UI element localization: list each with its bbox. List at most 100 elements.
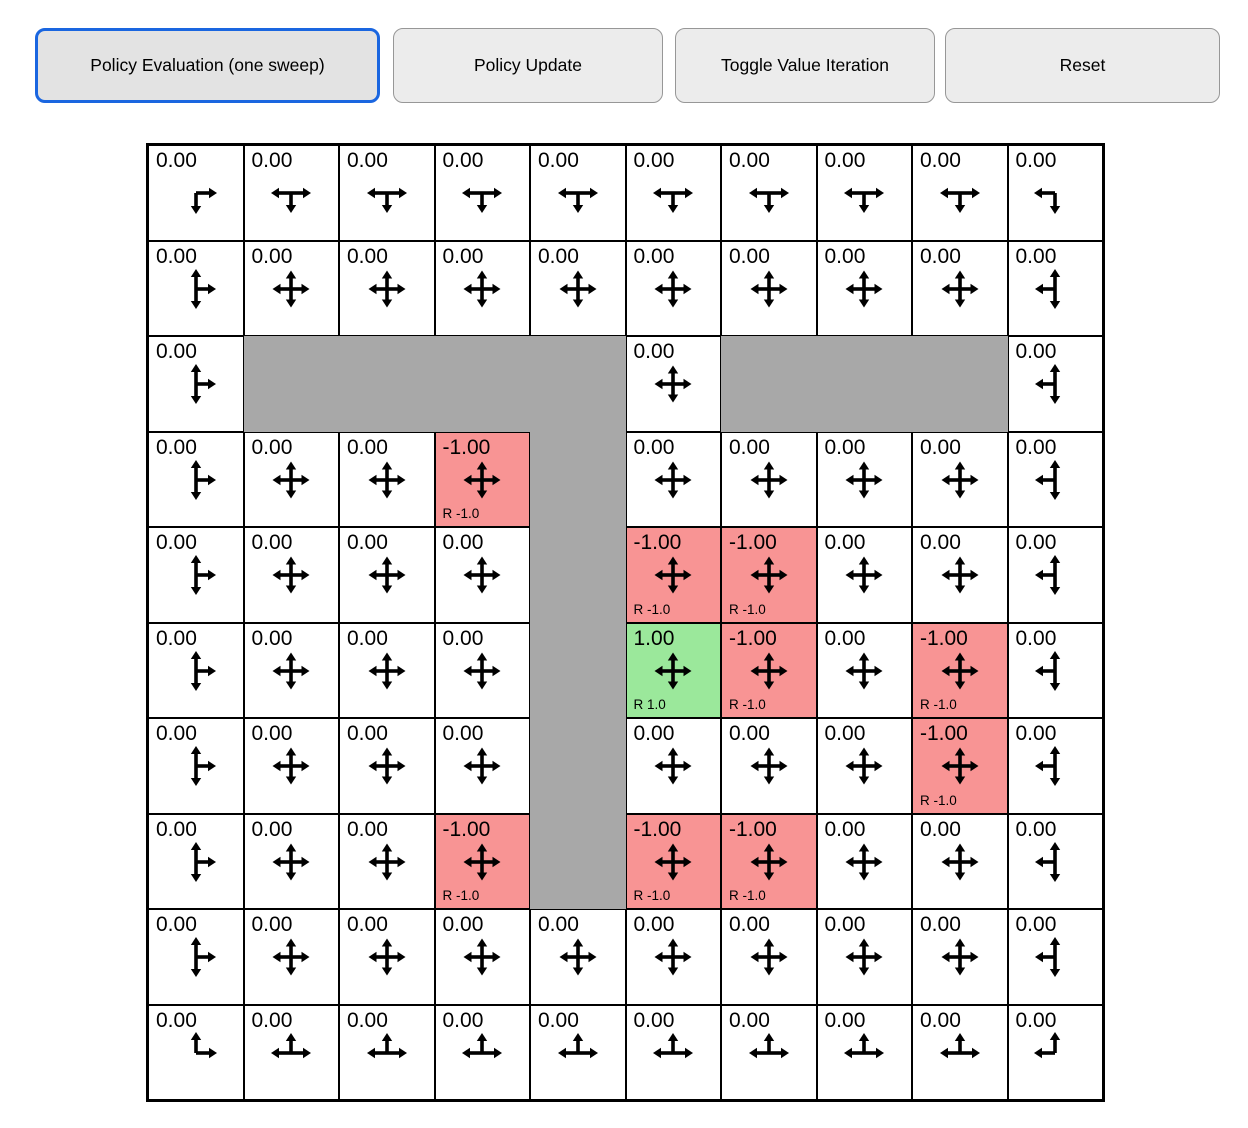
grid-cell[interactable]: 0.00 bbox=[1007, 1004, 1103, 1100]
grid-cell[interactable]: 0.00 bbox=[339, 1004, 435, 1100]
grid-cell[interactable]: 0.00 bbox=[339, 527, 435, 623]
grid-cell[interactable]: 0.00 bbox=[148, 718, 244, 814]
grid-cell[interactable]: 0.00 bbox=[1007, 145, 1103, 241]
grid-cell[interactable]: 0.00 bbox=[1007, 240, 1103, 336]
grid-cell[interactable]: -1.00 R -1.0 bbox=[434, 431, 530, 527]
grid-cell[interactable]: 0.00 bbox=[625, 1004, 721, 1100]
toggle-value-iteration-button[interactable]: Toggle Value Iteration bbox=[675, 28, 935, 103]
cell-value: 0.00 bbox=[729, 1008, 770, 1032]
grid-cell[interactable]: 0.00 bbox=[339, 718, 435, 814]
grid-cell[interactable]: 0.00 bbox=[721, 145, 817, 241]
grid-cell[interactable]: 0.00 bbox=[148, 622, 244, 718]
grid-cell[interactable]: 0.00 bbox=[912, 1004, 1008, 1100]
grid-cell[interactable]: -1.00 R -1.0 bbox=[721, 527, 817, 623]
grid-cell[interactable]: 0.00 bbox=[625, 145, 721, 241]
policy-arrows-icon bbox=[750, 843, 788, 880]
grid-cell[interactable]: 0.00 bbox=[625, 431, 721, 527]
grid-cell[interactable]: -1.00 R -1.0 bbox=[721, 813, 817, 909]
grid-cell[interactable]: 0.00 bbox=[148, 1004, 244, 1100]
grid-cell[interactable]: 0.00 bbox=[721, 240, 817, 336]
grid-cell[interactable]: 0.00 bbox=[1007, 336, 1103, 432]
grid-cell[interactable]: 0.00 bbox=[530, 909, 626, 1005]
grid-cell[interactable]: 0.00 bbox=[816, 813, 912, 909]
grid-cell[interactable]: 0.00 bbox=[530, 1004, 626, 1100]
grid-cell[interactable]: 0.00 bbox=[243, 622, 339, 718]
cell-reward-label: R -1.0 bbox=[729, 697, 766, 712]
grid-cell[interactable]: 0.00 bbox=[721, 718, 817, 814]
grid-cell[interactable]: 0.00 bbox=[1007, 527, 1103, 623]
grid-cell[interactable]: -1.00 R -1.0 bbox=[434, 813, 530, 909]
grid-cell[interactable]: 0.00 bbox=[243, 909, 339, 1005]
grid-cell[interactable]: 0.00 bbox=[339, 240, 435, 336]
grid-cell[interactable]: 0.00 bbox=[148, 336, 244, 432]
grid-cell[interactable]: 0.00 bbox=[816, 527, 912, 623]
reset-button[interactable]: Reset bbox=[945, 28, 1220, 103]
grid-cell[interactable]: 0.00 bbox=[1007, 622, 1103, 718]
grid-cell[interactable]: 0.00 bbox=[912, 813, 1008, 909]
grid-cell[interactable]: 0.00 bbox=[243, 1004, 339, 1100]
grid-cell[interactable]: 0.00 bbox=[530, 145, 626, 241]
grid-cell[interactable]: 0.00 bbox=[339, 145, 435, 241]
grid-cell[interactable]: 0.00 bbox=[148, 527, 244, 623]
cell-value: 0.00 bbox=[633, 435, 675, 459]
grid-cell[interactable]: 0.00 bbox=[816, 1004, 912, 1100]
grid-cell[interactable]: 0.00 bbox=[816, 718, 912, 814]
grid-cell[interactable]: 0.00 bbox=[912, 145, 1008, 241]
grid-cell[interactable]: 0.00 bbox=[243, 527, 339, 623]
grid-cell[interactable]: 0.00 bbox=[912, 240, 1008, 336]
grid-cell[interactable]: 0.00 bbox=[816, 431, 912, 527]
grid-cell[interactable]: 0.00 bbox=[339, 431, 435, 527]
grid-cell[interactable]: 0.00 bbox=[339, 909, 435, 1005]
grid-cell[interactable]: 1.00 R 1.0 bbox=[625, 622, 721, 718]
grid-cell-wall bbox=[530, 622, 626, 718]
grid-cell[interactable]: 0.00 bbox=[625, 240, 721, 336]
grid-cell[interactable]: 0.00 bbox=[625, 718, 721, 814]
policy-evaluation-button[interactable]: Policy Evaluation (one sweep) bbox=[35, 28, 380, 103]
grid-cell[interactable]: 0.00 bbox=[434, 145, 530, 241]
grid-cell[interactable]: 0.00 bbox=[912, 431, 1008, 527]
grid-cell[interactable]: 0.00 bbox=[243, 813, 339, 909]
grid-cell[interactable]: 0.00 bbox=[434, 240, 530, 336]
grid-cell[interactable]: 0.00 bbox=[148, 431, 244, 527]
grid-cell[interactable]: -1.00 R -1.0 bbox=[625, 813, 721, 909]
grid-cell[interactable]: 0.00 bbox=[816, 622, 912, 718]
grid-cell[interactable]: 0.00 bbox=[530, 240, 626, 336]
grid-cell[interactable]: 0.00 bbox=[434, 718, 530, 814]
grid-cell[interactable]: 0.00 bbox=[1007, 431, 1103, 527]
grid-cell[interactable]: 0.00 bbox=[816, 145, 912, 241]
grid-cell[interactable]: -1.00 R -1.0 bbox=[912, 622, 1008, 718]
grid-cell[interactable]: 0.00 bbox=[339, 813, 435, 909]
grid-cell[interactable]: 0.00 bbox=[243, 240, 339, 336]
cell-value: 0.00 bbox=[729, 149, 770, 172]
grid-cell[interactable]: 0.00 bbox=[434, 622, 530, 718]
grid-cell[interactable]: 0.00 bbox=[1007, 813, 1103, 909]
policy-update-button[interactable]: Policy Update bbox=[393, 28, 663, 103]
cell-value: 0.00 bbox=[824, 149, 866, 172]
grid-cell[interactable]: 0.00 bbox=[243, 718, 339, 814]
grid-cell[interactable]: 0.00 bbox=[1007, 718, 1103, 814]
grid-cell[interactable]: 0.00 bbox=[339, 622, 435, 718]
grid-cell[interactable]: 0.00 bbox=[434, 527, 530, 623]
grid-cell[interactable]: 0.00 bbox=[625, 909, 721, 1005]
grid-cell[interactable]: 0.00 bbox=[912, 909, 1008, 1005]
cell-value: 0.00 bbox=[1015, 149, 1057, 172]
grid-cell[interactable]: 0.00 bbox=[243, 431, 339, 527]
grid-cell[interactable]: 0.00 bbox=[816, 240, 912, 336]
grid-cell[interactable]: 0.00 bbox=[434, 1004, 530, 1100]
grid-cell[interactable]: 0.00 bbox=[148, 240, 244, 336]
grid-cell[interactable]: 0.00 bbox=[1007, 909, 1103, 1005]
grid-cell[interactable]: 0.00 bbox=[912, 527, 1008, 623]
grid-cell[interactable]: 0.00 bbox=[816, 909, 912, 1005]
grid-cell[interactable]: 0.00 bbox=[148, 909, 244, 1005]
grid-cell[interactable]: 0.00 bbox=[625, 336, 721, 432]
grid-cell[interactable]: 0.00 bbox=[721, 1004, 817, 1100]
grid-cell[interactable]: 0.00 bbox=[434, 909, 530, 1005]
grid-cell[interactable]: 0.00 bbox=[148, 813, 244, 909]
grid-cell[interactable]: 0.00 bbox=[721, 909, 817, 1005]
grid-cell[interactable]: 0.00 bbox=[243, 145, 339, 241]
grid-cell[interactable]: -1.00 R -1.0 bbox=[721, 622, 817, 718]
grid-cell[interactable]: -1.00 R -1.0 bbox=[625, 527, 721, 623]
grid-cell[interactable]: 0.00 bbox=[721, 431, 817, 527]
grid-cell[interactable]: -1.00 R -1.0 bbox=[912, 718, 1008, 814]
grid-cell[interactable]: 0.00 bbox=[148, 145, 244, 241]
